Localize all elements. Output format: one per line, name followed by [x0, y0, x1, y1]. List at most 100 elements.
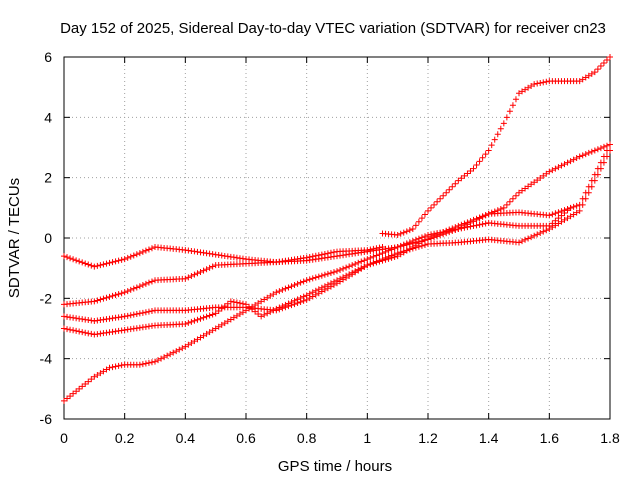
data-point [97, 262, 104, 269]
y-tick-label: 2 [44, 170, 52, 186]
data-point [343, 272, 350, 279]
data-point [67, 255, 74, 262]
data-point [418, 234, 425, 241]
data-point [327, 280, 334, 287]
data-point [261, 311, 268, 318]
data-point [421, 233, 428, 240]
data-point [391, 251, 398, 258]
data-point [334, 268, 340, 275]
data-point [152, 358, 158, 365]
data-point [243, 307, 249, 314]
data-point [94, 297, 101, 304]
data-point [494, 131, 501, 138]
data-point [537, 230, 544, 237]
data-point [603, 57, 610, 64]
data-point [142, 280, 149, 287]
data-point [276, 304, 283, 311]
y-tick-label: 6 [44, 49, 52, 65]
data-point [576, 153, 583, 160]
y-tick-label: -2 [40, 290, 53, 306]
data-point [388, 252, 395, 259]
data-point [418, 215, 425, 222]
data-point [461, 172, 468, 179]
data-point [148, 359, 155, 366]
data-point [164, 352, 171, 359]
y-tick-label: 4 [44, 109, 52, 125]
data-point [136, 361, 143, 368]
data-point [425, 231, 431, 238]
data-point [194, 336, 201, 343]
data-point [148, 245, 155, 252]
data-point [603, 153, 610, 160]
data-point [409, 238, 416, 245]
data-point [230, 298, 237, 305]
data-point [236, 300, 243, 307]
data-point [127, 286, 134, 293]
data-point [264, 294, 271, 301]
data-point [440, 228, 447, 235]
x-tick-label: 1.4 [479, 430, 499, 446]
data-point [82, 260, 89, 267]
data-point [206, 312, 213, 319]
data-point [552, 165, 559, 172]
data-point [136, 283, 143, 290]
data-point [397, 230, 404, 237]
data-point [109, 259, 116, 266]
data-point [212, 325, 219, 332]
data-point [394, 244, 401, 251]
data-point [500, 120, 507, 127]
data-point [64, 395, 71, 402]
data-point [552, 217, 559, 224]
data-point [297, 279, 304, 286]
data-point [591, 69, 598, 76]
data-point [142, 360, 149, 367]
data-point [573, 155, 580, 162]
data-point [191, 271, 198, 278]
data-point [488, 142, 495, 149]
data-point [428, 204, 435, 211]
data-point [394, 250, 401, 257]
data-point [118, 290, 125, 297]
data-point [197, 268, 204, 275]
data-point [531, 81, 538, 88]
data-point [600, 60, 607, 67]
data-point [400, 241, 407, 248]
data-point [346, 271, 353, 278]
data-point [61, 325, 67, 332]
series-4 [61, 141, 613, 324]
data-point [64, 326, 71, 333]
data-point [443, 228, 450, 235]
data-point [270, 291, 277, 298]
data-point [522, 236, 529, 243]
data-point [315, 273, 322, 280]
data-point [224, 318, 231, 325]
data-point [85, 378, 92, 385]
data-point [600, 159, 607, 166]
data-point [497, 125, 504, 132]
data-point [355, 266, 362, 273]
data-point [403, 228, 410, 235]
data-point [594, 66, 601, 73]
data-point [397, 249, 404, 256]
data-point [103, 294, 110, 301]
data-point [324, 281, 331, 288]
data-point [543, 78, 550, 85]
data-point [282, 301, 289, 308]
data-point [352, 260, 359, 267]
data-point [203, 313, 210, 320]
data-point [534, 177, 541, 184]
data-point [531, 232, 538, 239]
data-point [112, 292, 119, 299]
data-point [607, 141, 613, 148]
data-point [82, 381, 89, 388]
data-point [531, 179, 538, 186]
data-point [139, 282, 146, 289]
data-point [570, 156, 577, 163]
data-point [534, 231, 541, 238]
data-point [355, 259, 362, 266]
data-point [273, 289, 280, 296]
data-point [76, 258, 83, 265]
data-point [194, 270, 201, 277]
data-point [485, 147, 492, 154]
data-point [100, 368, 107, 375]
